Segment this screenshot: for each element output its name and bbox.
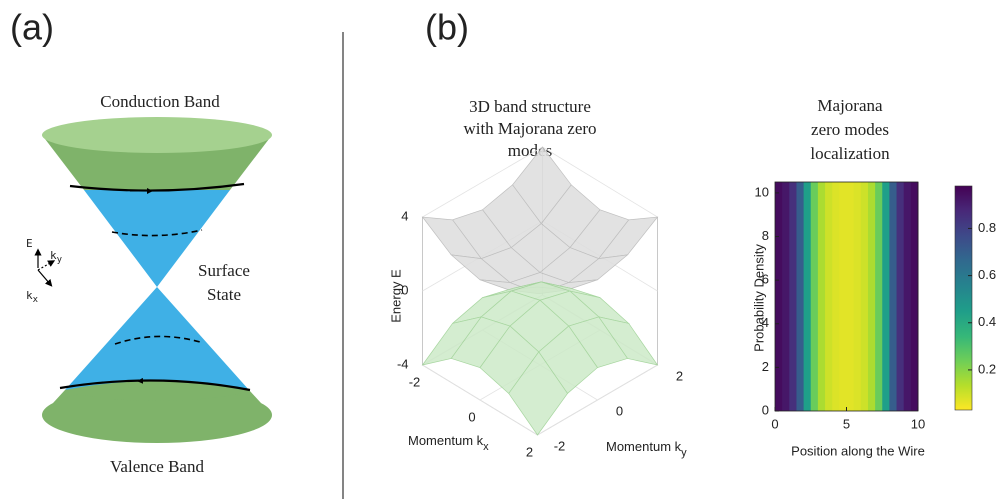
surface-label: Surface bbox=[198, 261, 250, 280]
figure: (a) (b) Conduction Band Surface State Va… bbox=[0, 0, 1008, 499]
x-tick-label: 0 bbox=[771, 416, 778, 431]
y-axis-label: Probability Density bbox=[751, 244, 766, 352]
heatmap-cell bbox=[854, 182, 862, 411]
y-tick-label: 4 bbox=[762, 315, 769, 330]
heatmap-cell bbox=[904, 182, 912, 411]
y-tick-label: 10 bbox=[755, 184, 769, 199]
chart-title: with Majorana zero bbox=[463, 119, 596, 138]
y-tick-label: 8 bbox=[762, 228, 769, 243]
y-tick-label: 2 bbox=[762, 359, 769, 374]
x-axis-label: Position along the Wire bbox=[791, 443, 925, 458]
cone-diagram bbox=[38, 117, 272, 443]
panel-label: (a) bbox=[10, 7, 54, 48]
colorbar-tick-label: 0.8 bbox=[978, 220, 996, 235]
colorbar-tick-label: 0.2 bbox=[978, 361, 996, 376]
heatmap-cell bbox=[889, 182, 897, 411]
heatmap-cell bbox=[782, 182, 790, 411]
axis-label: ky bbox=[50, 249, 63, 265]
z-tick-label: 0 bbox=[401, 282, 408, 297]
heatmap-cell bbox=[796, 182, 804, 411]
heatmap-cell bbox=[818, 182, 826, 411]
y-tick-label: 0 bbox=[762, 402, 769, 417]
heatmap-cell bbox=[868, 182, 876, 411]
band-label: Conduction Band bbox=[100, 92, 220, 111]
colorbar-tick-label: 0.4 bbox=[978, 314, 996, 329]
heatmap-cell bbox=[804, 182, 812, 411]
x-tick-label: 2 bbox=[526, 444, 533, 459]
panel-label: (b) bbox=[425, 7, 469, 48]
colorbar bbox=[955, 186, 972, 410]
chart-title: Majorana bbox=[817, 96, 883, 115]
chart-title: zero modes bbox=[811, 120, 889, 139]
x-axis-label: Momentum kx bbox=[408, 433, 489, 452]
z-tick-label: -4 bbox=[397, 356, 409, 371]
surface-label: State bbox=[207, 285, 241, 304]
heatmap-cell bbox=[875, 182, 883, 411]
axis-label: E bbox=[26, 237, 33, 250]
chart-title: localization bbox=[810, 144, 890, 163]
heatmap-cell bbox=[882, 182, 890, 411]
y-tick-label: 2 bbox=[676, 368, 683, 383]
heatmap-cell bbox=[832, 182, 840, 411]
z-tick-label: 4 bbox=[401, 208, 408, 223]
x-tick-label: -2 bbox=[409, 374, 421, 389]
chart-title: 3D band structure bbox=[469, 97, 591, 116]
y-tick-label: 0 bbox=[616, 403, 623, 418]
x-tick-label: 0 bbox=[468, 409, 475, 424]
y-tick-label: -2 bbox=[554, 438, 566, 453]
heatmap-cell bbox=[811, 182, 819, 411]
heatmap-cell bbox=[789, 182, 797, 411]
heatmap-cell bbox=[839, 182, 847, 411]
heatmap-cell bbox=[775, 182, 783, 411]
band-label: Valence Band bbox=[110, 457, 204, 476]
colorbar-tick-label: 0.6 bbox=[978, 267, 996, 282]
heatmap-cell bbox=[897, 182, 905, 411]
surface bbox=[423, 147, 658, 294]
y-tick-label: 6 bbox=[762, 272, 769, 287]
heatmap-cell bbox=[861, 182, 869, 411]
heatmap-cell bbox=[825, 182, 833, 411]
heatmap-cell bbox=[847, 182, 855, 411]
y-axis-label: Momentum ky bbox=[606, 439, 687, 458]
axis-label: kx bbox=[26, 289, 39, 305]
x-tick-label: 10 bbox=[911, 416, 925, 431]
x-tick-label: 5 bbox=[843, 416, 850, 431]
heatmap-cell bbox=[911, 182, 919, 411]
